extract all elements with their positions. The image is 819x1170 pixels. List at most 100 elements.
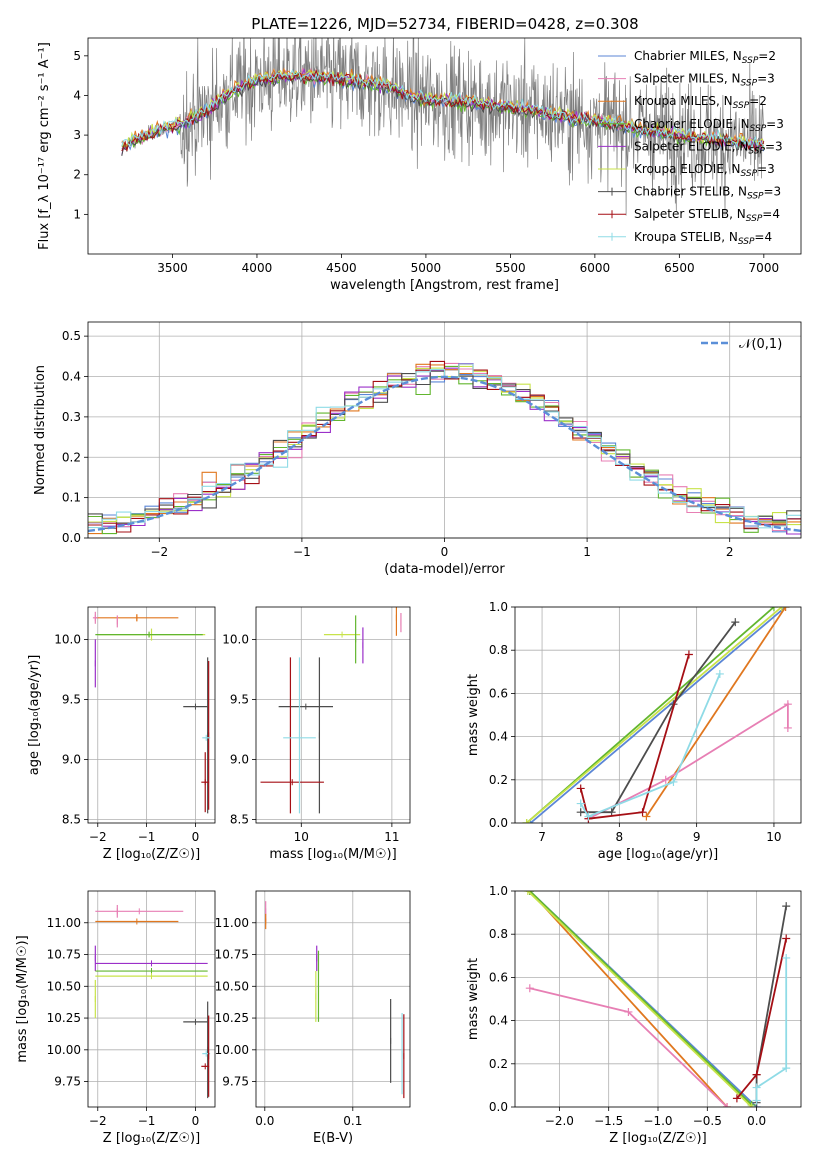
x-tick-label: 10 xyxy=(766,830,781,844)
y-tick-label: 10.25 xyxy=(47,1011,81,1025)
series-point xyxy=(523,891,532,895)
x-tick-label: 0 xyxy=(441,545,449,559)
series-point xyxy=(782,1064,791,1073)
plot-area xyxy=(523,891,791,1107)
legend-label: Salpeter MILES, NSSP=3 xyxy=(634,72,775,89)
grid xyxy=(256,607,410,823)
y-tick-label: 0.0 xyxy=(489,1100,508,1114)
series-line xyxy=(579,673,721,818)
x-tick-label: 8 xyxy=(616,830,624,844)
axes-frame xyxy=(87,321,802,539)
series-point xyxy=(522,819,531,823)
x-tick-label: 6000 xyxy=(580,261,611,275)
x-tick-label: 0.0 xyxy=(255,1114,274,1128)
y-tick-label: 3 xyxy=(73,128,81,142)
grid xyxy=(256,891,410,1107)
series-point xyxy=(723,1103,732,1107)
series-line xyxy=(527,891,753,1107)
x-axis-label: age [log₁₀(age/yr)] xyxy=(598,847,719,862)
y-tick-label: 1.0 xyxy=(489,884,508,898)
series-point xyxy=(576,784,585,793)
x-axis-label: Z [log₁₀(Z/Z☉)] xyxy=(103,1131,200,1146)
legend-label: Chabrier ELODIE, NSSP=3 xyxy=(634,117,784,134)
x-tick-label: 0.1 xyxy=(343,1114,362,1128)
series-point xyxy=(624,1007,633,1016)
series-point xyxy=(715,669,724,678)
series-point xyxy=(752,1070,761,1079)
series-line xyxy=(529,891,728,1107)
y-tick-label: 0.0 xyxy=(489,816,508,830)
series-line xyxy=(755,958,788,1101)
y-tick-label: 9.5 xyxy=(62,692,81,706)
series-point xyxy=(669,777,678,786)
x-tick-label: 3500 xyxy=(157,261,188,275)
series-point xyxy=(782,902,791,911)
normal-pdf-curve xyxy=(88,375,801,533)
x-tick-label: 0 xyxy=(192,830,200,844)
y-tick-label: 0.8 xyxy=(489,927,508,941)
y-axis-label: age [log₁₀(age/yr)] xyxy=(27,655,42,776)
legend-label: Chabrier STELIB, NSSP=3 xyxy=(634,185,781,202)
y-tick-label: 0.5 xyxy=(62,329,81,343)
legend-label: Salpeter STELIB, NSSP=4 xyxy=(634,207,780,224)
x-tick-label: 5000 xyxy=(411,261,442,275)
legend-label: Kroupa ELODIE, NSSP=3 xyxy=(634,162,775,179)
axes-frame xyxy=(514,606,802,824)
x-axis-label: Z [log₁₀(Z/Z☉)] xyxy=(103,847,200,862)
y-tick-label: 9.5 xyxy=(230,692,249,706)
grid xyxy=(515,890,801,1108)
x-axis-label: Z [log₁₀(Z/Z☉)] xyxy=(609,1131,706,1146)
y-tick-label: 0.4 xyxy=(62,370,81,384)
x-tick-label: −2.0 xyxy=(545,1114,574,1128)
plot-area xyxy=(522,607,792,823)
y-tick-label: 9.75 xyxy=(222,1075,249,1089)
model-line xyxy=(121,69,765,150)
series-line xyxy=(587,702,789,820)
x-tick-label: 10 xyxy=(294,830,309,844)
legend-label: Salpeter ELODIE, NSSP=3 xyxy=(634,139,783,156)
series-point xyxy=(769,607,778,611)
x-tick-label: −1.5 xyxy=(594,1114,623,1128)
legend-label: 𝒩(0,1) xyxy=(739,337,782,352)
axes-frame xyxy=(87,606,216,824)
y-tick-label: 1 xyxy=(73,207,81,221)
panel-mass-vs-Z: −2 −1 0 9.75 10.00 10.25 10.50 10.75 11.00 Z [log… xyxy=(15,890,216,1146)
grid xyxy=(88,891,215,1107)
x-tick-label: 7000 xyxy=(749,261,780,275)
y-tick-label: 5 xyxy=(73,49,81,63)
series-point xyxy=(732,1094,741,1103)
y-tick-label: 1.0 xyxy=(489,600,508,614)
y-tick-label: 0.4 xyxy=(489,730,508,744)
x-axis-label: mass [log₁₀(M/M☉)] xyxy=(269,847,396,862)
x-axis-label: wavelength [Angstrom, rest frame] xyxy=(330,278,559,293)
y-axis-label: mass [log₁₀(M/M☉)] xyxy=(15,935,30,1062)
grid xyxy=(88,322,801,539)
series-line xyxy=(736,938,788,1099)
axes-frame xyxy=(255,606,411,824)
series-point xyxy=(642,812,651,821)
plot-area xyxy=(88,360,801,535)
grid xyxy=(88,607,215,823)
x-tick-label: 5500 xyxy=(495,261,526,275)
x-axis-label: E(B-V) xyxy=(313,1131,353,1146)
panel-age-vs-Z: −2 −1 0 8.5 9.0 9.5 10.0 Z [log₁₀(Z/Z☉)] age [lo… xyxy=(27,606,216,862)
series-point xyxy=(525,984,534,993)
x-tick-label: −2 xyxy=(89,1114,107,1128)
y-tick-label: 10.75 xyxy=(47,948,81,962)
y-tick-label: 2 xyxy=(73,168,81,182)
legend: Chabrier MILES, NSSP=2 Salpeter MILES, NS… xyxy=(598,49,784,247)
plot-area xyxy=(92,611,211,814)
histogram-step xyxy=(88,363,801,529)
y-tick-label: 10.75 xyxy=(215,948,249,962)
series-line xyxy=(526,607,783,823)
series-point xyxy=(783,723,792,732)
y-tick-label: 4 xyxy=(73,88,81,102)
y-tick-label: 10.50 xyxy=(47,979,81,993)
y-tick-label: 0.2 xyxy=(489,1057,508,1071)
x-tick-label: −1 xyxy=(138,830,156,844)
legend-label: Kroupa STELIB, NSSP=4 xyxy=(634,230,772,247)
x-tick-label: 1 xyxy=(583,545,591,559)
panel-residuals: −2 −1 0 1 2 0.0 0.1 0.2 0.3 0.4 0.5 (data-model)/er… xyxy=(33,321,802,577)
plot-area xyxy=(121,38,765,216)
